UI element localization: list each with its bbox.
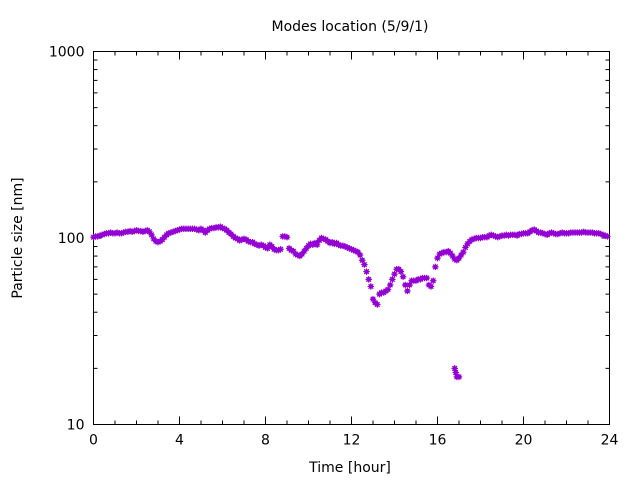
x-tick-label: 24 bbox=[601, 433, 619, 449]
y-tick-label: 100 bbox=[58, 231, 85, 247]
axis-ticks bbox=[93, 51, 610, 425]
data-point bbox=[365, 276, 372, 283]
data-point bbox=[604, 233, 611, 240]
data-point bbox=[374, 301, 381, 308]
x-tick-label: 12 bbox=[343, 433, 361, 449]
data-point bbox=[406, 281, 413, 289]
data-point bbox=[363, 268, 370, 275]
data-point bbox=[359, 257, 366, 264]
data-point bbox=[367, 283, 375, 290]
data-point bbox=[452, 369, 459, 376]
data-point bbox=[460, 248, 467, 256]
data-point bbox=[313, 241, 321, 248]
data-point bbox=[277, 246, 284, 253]
y-tick-label: 1000 bbox=[49, 45, 85, 61]
data-point bbox=[449, 252, 456, 260]
data-point bbox=[427, 283, 435, 290]
x-tick-label: 16 bbox=[429, 433, 447, 449]
data-point bbox=[397, 268, 405, 275]
data-point bbox=[148, 231, 155, 239]
data-point bbox=[369, 295, 377, 303]
data-point bbox=[361, 261, 368, 268]
y-tick-label: 10 bbox=[67, 418, 85, 434]
data-point bbox=[423, 274, 430, 282]
data-point bbox=[404, 287, 411, 295]
data-point bbox=[146, 228, 153, 235]
data-point bbox=[455, 373, 463, 381]
data-point bbox=[391, 270, 398, 278]
data-point bbox=[264, 245, 271, 252]
data-point bbox=[356, 251, 364, 259]
data-points bbox=[90, 223, 611, 381]
data-point bbox=[432, 263, 439, 271]
plot-frame bbox=[93, 51, 610, 425]
chart-title: Modes location (5/9/1) bbox=[272, 19, 429, 35]
x-tick-label: 4 bbox=[175, 433, 184, 449]
x-tick-label: 8 bbox=[261, 433, 270, 449]
data-point bbox=[399, 273, 407, 280]
data-point bbox=[455, 254, 463, 262]
data-point bbox=[387, 281, 394, 289]
tick-labels: 0 4 8 12 16 20 24 10 100 1000 bbox=[49, 45, 619, 449]
data-point bbox=[430, 277, 437, 284]
data-point bbox=[389, 276, 396, 283]
y-axis-title: Particle size [nm] bbox=[10, 177, 26, 298]
data-point bbox=[283, 233, 291, 241]
x-tick-label: 0 bbox=[89, 433, 98, 449]
x-tick-label: 20 bbox=[515, 433, 533, 449]
x-axis-title: Time [hour] bbox=[308, 460, 391, 476]
data-point bbox=[434, 254, 441, 262]
data-point bbox=[384, 286, 392, 293]
data-point bbox=[462, 244, 469, 251]
data-point bbox=[402, 281, 409, 289]
